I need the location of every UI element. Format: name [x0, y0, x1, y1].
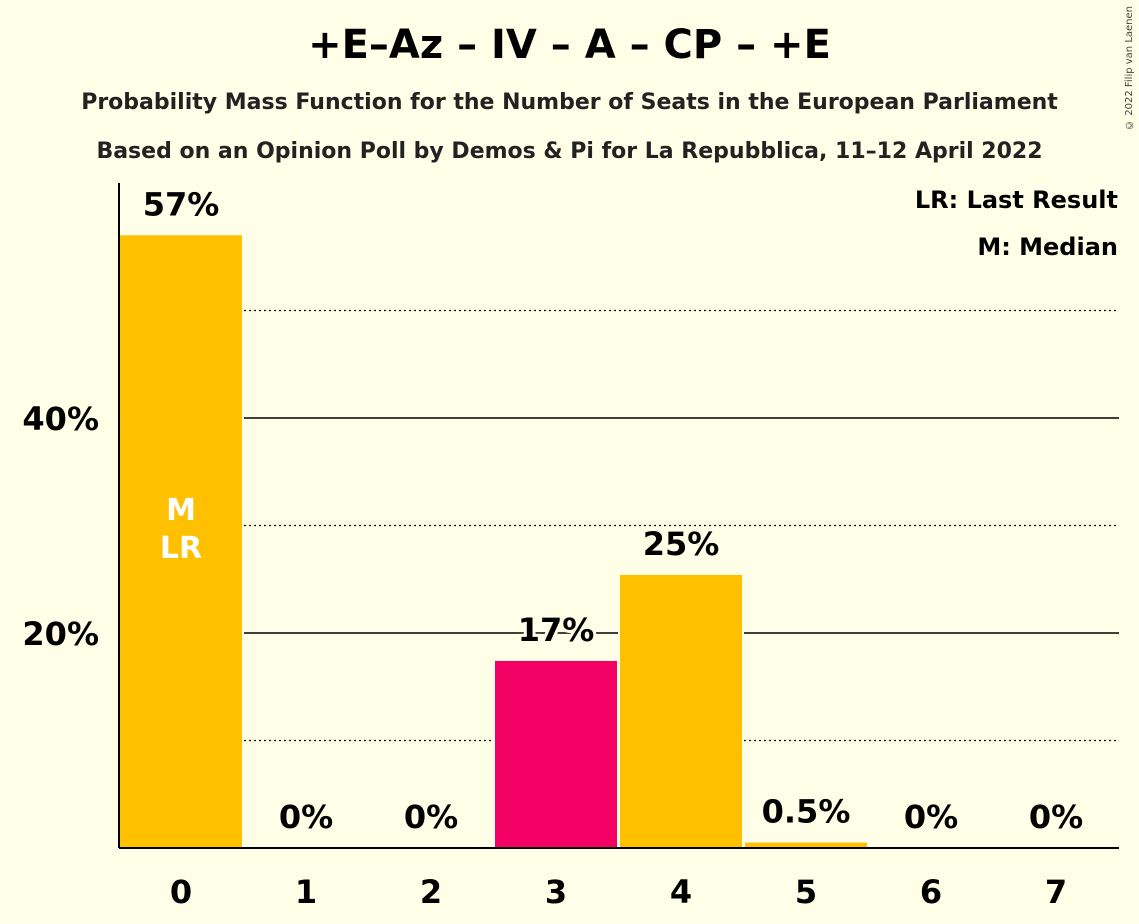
axes: 20% 40% 0 1 2 3 4 5 6 7	[22, 183, 1119, 911]
bar	[495, 660, 617, 848]
data-label: 0.5%	[762, 793, 851, 831]
data-label: 17%	[518, 611, 595, 649]
bar	[745, 842, 867, 848]
x-tick-label: 5	[795, 873, 817, 911]
last-result-marker: LR	[160, 531, 202, 566]
y-tick-label: 20%	[22, 615, 99, 653]
chart-subtitle: Probability Mass Function for the Number…	[81, 90, 1058, 115]
x-tick-label: 3	[545, 873, 567, 911]
x-tick-label: 0	[170, 873, 192, 911]
legend-last-result: LR: Last Result	[914, 186, 1118, 214]
data-label: 0%	[904, 798, 958, 836]
bar	[120, 235, 242, 848]
data-label: 0%	[279, 798, 333, 836]
chart-title: +E–Az – IV – A – CP – +E	[308, 22, 831, 68]
data-label: 57%	[143, 185, 220, 223]
x-tick-label: 6	[920, 873, 942, 911]
data-label: 25%	[643, 525, 720, 563]
x-tick-label: 4	[670, 873, 692, 911]
median-marker: M	[166, 493, 196, 528]
x-tick-label: 2	[420, 873, 442, 911]
data-label: 0%	[1029, 798, 1083, 836]
data-labels: 57% MLR 0% 0% 17% 25% 0.5% 0% 0%	[140, 182, 1086, 839]
data-label: 0%	[404, 798, 458, 836]
legend-median: M: Median	[977, 233, 1118, 261]
x-tick-label: 1	[295, 873, 317, 911]
chart-subtitle-source: Based on an Opinion Poll by Demos & Pi f…	[96, 139, 1043, 164]
y-tick-label: 40%	[22, 400, 99, 438]
x-tick-label: 7	[1045, 873, 1067, 911]
bar	[620, 574, 742, 848]
bars	[118, 233, 869, 848]
